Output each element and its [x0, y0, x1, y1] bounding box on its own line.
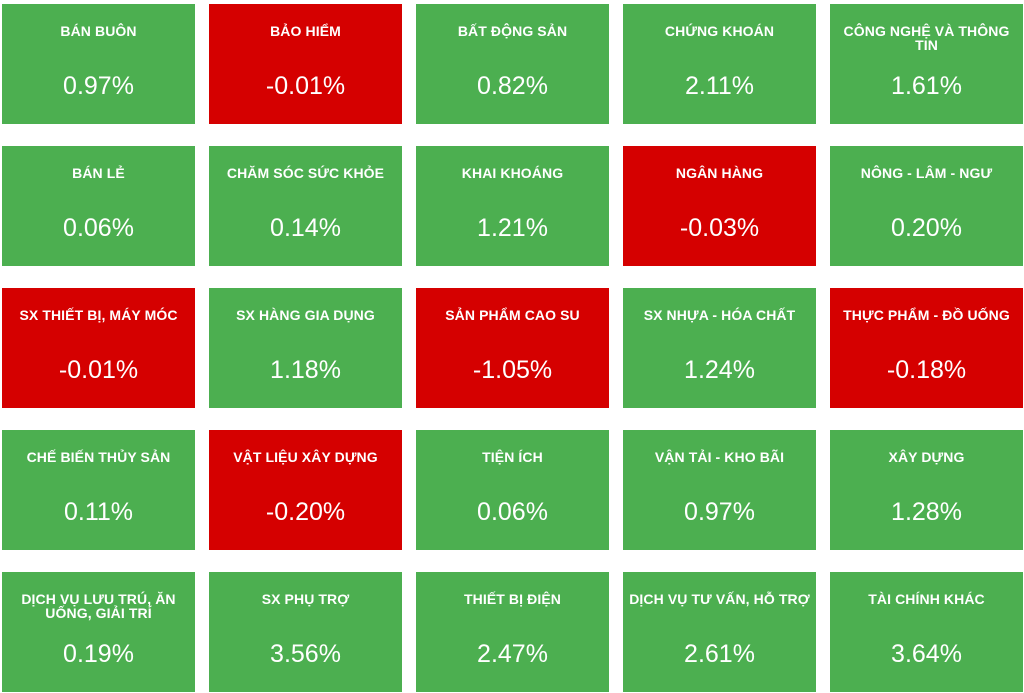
sector-tile[interactable]: THIẾT BỊ ĐIỆN 2.47%	[416, 572, 609, 692]
sector-tile[interactable]: TÀI CHÍNH KHÁC 3.64%	[830, 572, 1023, 692]
sector-change: 3.56%	[270, 640, 341, 668]
sector-name: VẬT LIỆU XÂY DỰNG	[233, 449, 378, 465]
sector-tile[interactable]: SX THIẾT BỊ, MÁY MÓC -0.01%	[2, 288, 195, 408]
sector-name: THIẾT BỊ ĐIỆN	[464, 591, 561, 607]
sector-name: SX HÀNG GIA DỤNG	[236, 307, 375, 323]
sector-change: 2.47%	[477, 640, 548, 668]
sector-tile[interactable]: BÁN BUÔN 0.97%	[2, 4, 195, 124]
sector-change: 1.18%	[270, 356, 341, 384]
sector-change: 0.97%	[63, 72, 134, 100]
sector-tile[interactable]: VẬN TẢI - KHO BÃI 0.97%	[623, 430, 816, 550]
sector-change: -0.20%	[265, 498, 346, 526]
sector-name: TIỆN ÍCH	[482, 449, 543, 465]
sector-change: 0.11%	[63, 498, 134, 526]
sector-change: 1.21%	[477, 214, 548, 242]
sector-tile[interactable]: XÂY DỰNG 1.28%	[830, 430, 1023, 550]
sector-name: DỊCH VỤ TƯ VẤN, HỖ TRỢ	[629, 591, 810, 607]
sector-name: CHẾ BIẾN THỦY SẢN	[26, 449, 171, 465]
sector-name: CHĂM SÓC SỨC KHỎE	[226, 165, 385, 181]
sector-tile[interactable]: CÔNG NGHỆ VÀ THÔNG TIN 1.61%	[830, 4, 1023, 124]
sector-name: BẢO HIỂM	[270, 23, 341, 39]
sector-change: 2.61%	[684, 640, 755, 668]
sector-name: BẤT ĐỘNG SẢN	[457, 23, 568, 39]
sector-change: -0.01%	[58, 356, 139, 384]
sector-tile[interactable]: SX HÀNG GIA DỤNG 1.18%	[209, 288, 402, 408]
sector-change: 0.82%	[477, 72, 548, 100]
sector-change: 0.14%	[270, 214, 341, 242]
sector-tile[interactable]: CHĂM SÓC SỨC KHỎE 0.14%	[209, 146, 402, 266]
sector-change: 2.11%	[684, 72, 755, 100]
sector-name: BÁN LẺ	[72, 165, 125, 181]
sector-name: BÁN BUÔN	[60, 23, 137, 39]
sector-name: NGÂN HÀNG	[675, 165, 764, 181]
sector-tile[interactable]: TIỆN ÍCH 0.06%	[416, 430, 609, 550]
sector-tile[interactable]: SẢN PHẨM CAO SU -1.05%	[416, 288, 609, 408]
sector-name: THỰC PHẨM - ĐỒ UỐNG	[843, 307, 1010, 323]
sector-change: 0.06%	[63, 214, 134, 242]
sector-name: XÂY DỰNG	[888, 449, 965, 465]
sector-name: SX PHỤ TRỢ	[261, 591, 350, 607]
sector-tile[interactable]: DỊCH VỤ TƯ VẤN, HỖ TRỢ 2.61%	[623, 572, 816, 692]
sector-name: NÔNG - LÂM - NGƯ	[860, 165, 993, 181]
sector-name: VẬN TẢI - KHO BÃI	[654, 449, 785, 465]
sector-change: 0.19%	[63, 640, 134, 668]
sector-change: 0.97%	[684, 498, 755, 526]
sector-tile[interactable]: NÔNG - LÂM - NGƯ 0.20%	[830, 146, 1023, 266]
sector-name: DỊCH VỤ LƯU TRÚ, ĂN UỐNG, GIẢI TRÍ	[21, 591, 176, 621]
sector-change: -0.01%	[265, 72, 346, 100]
sector-name: CÔNG NGHỆ VÀ THÔNG TIN	[843, 23, 1010, 53]
sector-tile[interactable]: SX PHỤ TRỢ 3.56%	[209, 572, 402, 692]
sector-heatmap-grid: BÁN BUÔN 0.97% BẢO HIỂM -0.01% BẤT ĐỘNG …	[2, 4, 1023, 692]
sector-tile[interactable]: SX NHỰA - HÓA CHẤT 1.24%	[623, 288, 816, 408]
sector-change: -0.03%	[679, 214, 760, 242]
sector-change: 1.61%	[891, 72, 962, 100]
sector-change: 0.06%	[477, 498, 548, 526]
sector-tile[interactable]: THỰC PHẨM - ĐỒ UỐNG -0.18%	[830, 288, 1023, 408]
sector-change: 1.28%	[891, 498, 962, 526]
sector-name: SẢN PHẨM CAO SU	[445, 307, 580, 323]
sector-change: 0.20%	[891, 214, 962, 242]
sector-tile[interactable]: BẢO HIỂM -0.01%	[209, 4, 402, 124]
sector-change: 3.64%	[891, 640, 962, 668]
sector-name: KHAI KHOÁNG	[461, 165, 564, 181]
sector-tile[interactable]: CHỨNG KHOÁN 2.11%	[623, 4, 816, 124]
sector-tile[interactable]: KHAI KHOÁNG 1.21%	[416, 146, 609, 266]
sector-tile[interactable]: VẬT LIỆU XÂY DỰNG -0.20%	[209, 430, 402, 550]
sector-tile[interactable]: BÁN LẺ 0.06%	[2, 146, 195, 266]
sector-change: 1.24%	[684, 356, 755, 384]
sector-tile[interactable]: NGÂN HÀNG -0.03%	[623, 146, 816, 266]
sector-tile[interactable]: BẤT ĐỘNG SẢN 0.82%	[416, 4, 609, 124]
sector-name: TÀI CHÍNH KHÁC	[868, 591, 985, 607]
sector-name: SX THIẾT BỊ, MÁY MÓC	[19, 307, 178, 323]
sector-change: -0.18%	[886, 356, 967, 384]
sector-tile[interactable]: DỊCH VỤ LƯU TRÚ, ĂN UỐNG, GIẢI TRÍ 0.19%	[2, 572, 195, 692]
sector-tile[interactable]: CHẾ BIẾN THỦY SẢN 0.11%	[2, 430, 195, 550]
sector-change: -1.05%	[472, 356, 553, 384]
sector-name: CHỨNG KHOÁN	[664, 23, 775, 39]
sector-name: SX NHỰA - HÓA CHẤT	[643, 307, 796, 323]
